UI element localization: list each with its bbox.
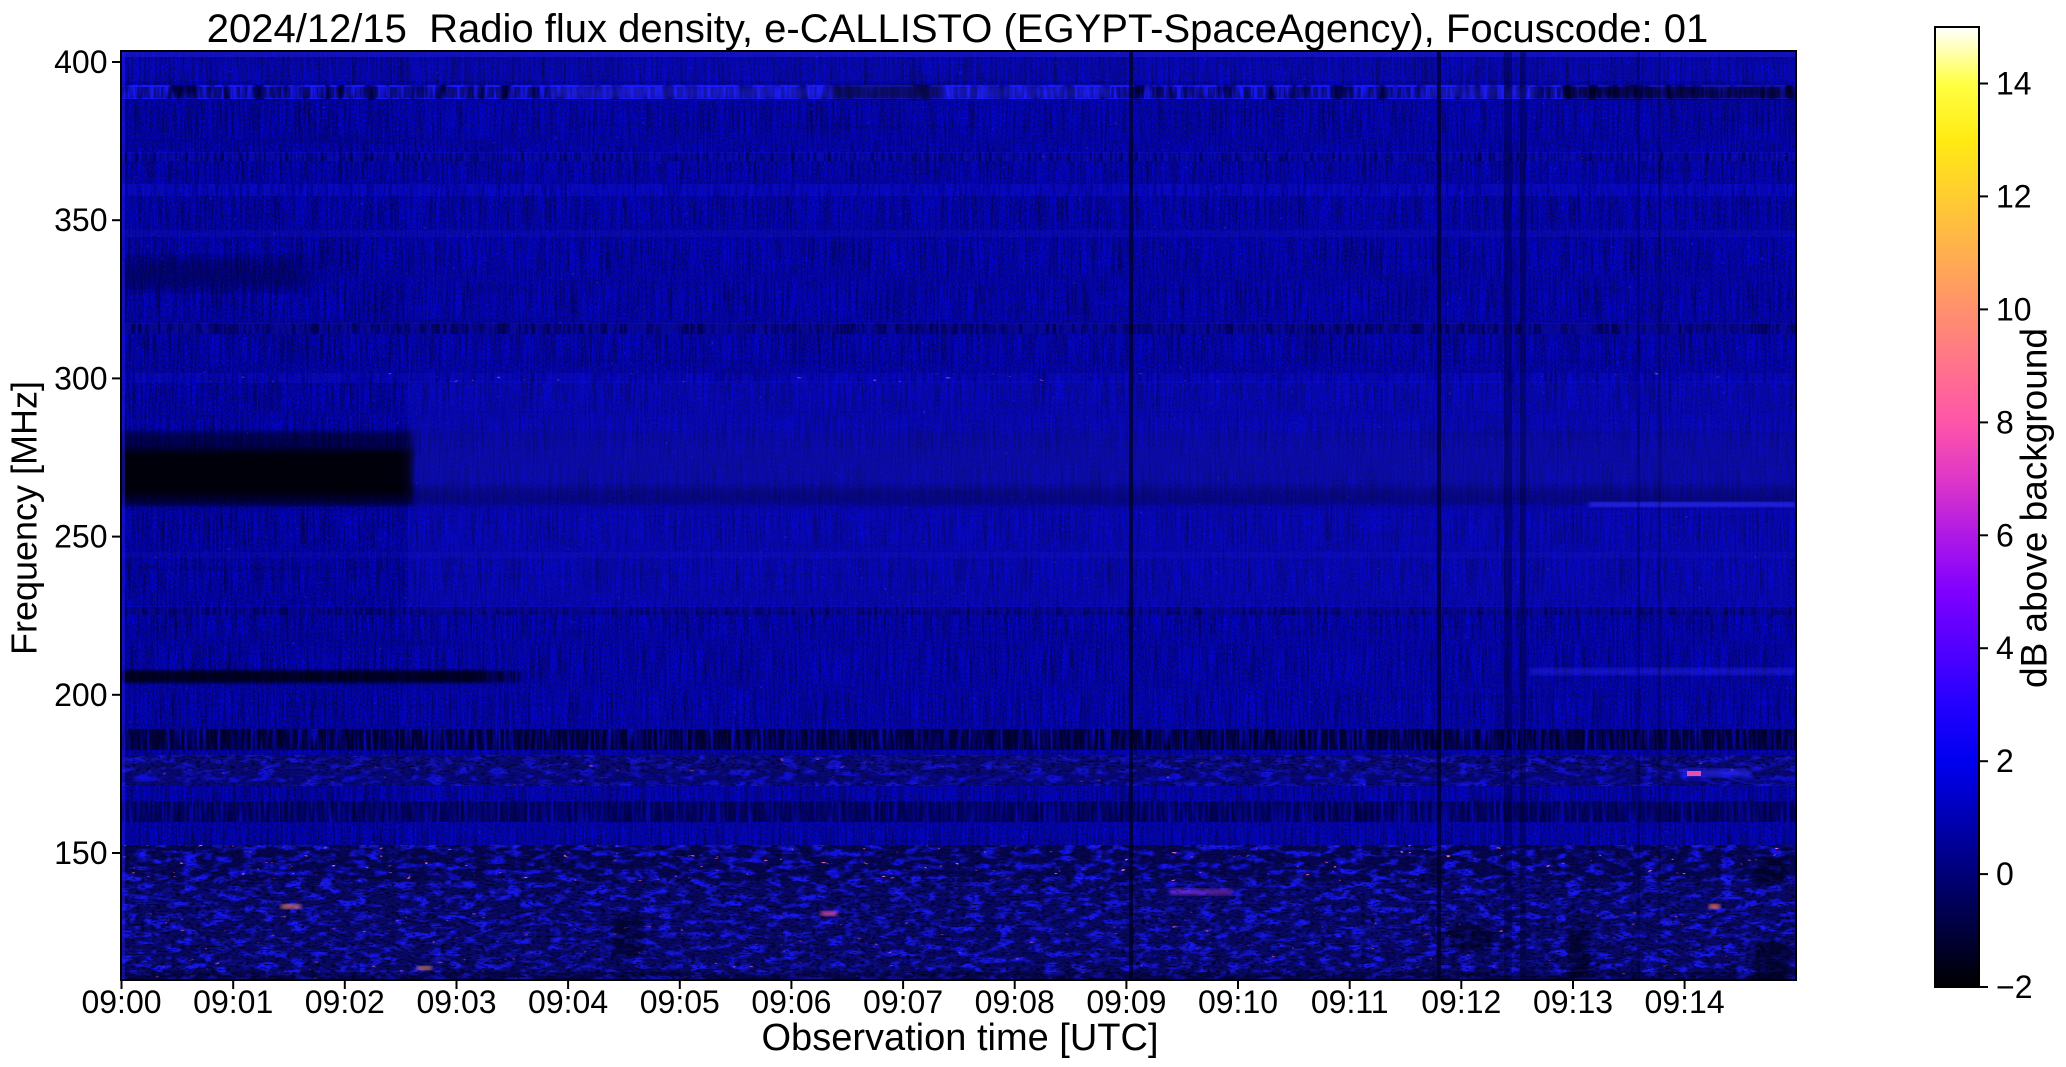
svg-text:09:10: 09:10 (1198, 984, 1278, 1020)
svg-text:09:13: 09:13 (1533, 984, 1613, 1020)
svg-text:09:12: 09:12 (1421, 984, 1501, 1020)
svg-text:350: 350 (54, 202, 107, 238)
svg-text:10: 10 (1996, 291, 2032, 327)
svg-text:09:01: 09:01 (193, 984, 273, 1020)
svg-text:09:05: 09:05 (640, 984, 720, 1020)
svg-text:14: 14 (1996, 66, 2032, 102)
svg-text:2: 2 (1996, 743, 2014, 779)
svg-text:300: 300 (54, 360, 107, 396)
svg-text:250: 250 (54, 519, 107, 555)
svg-text:dB above background: dB above background (2014, 328, 2055, 688)
svg-text:09:00: 09:00 (81, 984, 161, 1020)
svg-text:8: 8 (1996, 404, 2014, 440)
svg-text:0: 0 (1996, 856, 2014, 892)
svg-text:Frequency [MHz]: Frequency [MHz] (4, 381, 45, 655)
svg-text:09:07: 09:07 (863, 984, 943, 1020)
svg-text:09:08: 09:08 (975, 984, 1055, 1020)
svg-text:150: 150 (54, 835, 107, 871)
svg-text:09:03: 09:03 (416, 984, 496, 1020)
svg-text:09:09: 09:09 (1086, 984, 1166, 1020)
svg-text:400: 400 (54, 44, 107, 80)
svg-text:4: 4 (1996, 630, 2014, 666)
svg-text:09:06: 09:06 (751, 984, 831, 1020)
svg-text:09:14: 09:14 (1645, 984, 1725, 1020)
svg-text:09:11: 09:11 (1311, 984, 1389, 1020)
svg-text:6: 6 (1996, 517, 2014, 553)
svg-text:2024/12/15 Radio flux density: 2024/12/15 Radio flux density, e-CALLIST… (207, 7, 1709, 51)
svg-text:200: 200 (54, 677, 107, 713)
svg-text:09:04: 09:04 (528, 984, 608, 1020)
svg-text:−2: −2 (1996, 969, 2032, 1005)
svg-text:09:02: 09:02 (305, 984, 385, 1020)
svg-text:12: 12 (1996, 178, 2032, 214)
svg-text:Observation time [UTC]: Observation time [UTC] (762, 1017, 1159, 1059)
